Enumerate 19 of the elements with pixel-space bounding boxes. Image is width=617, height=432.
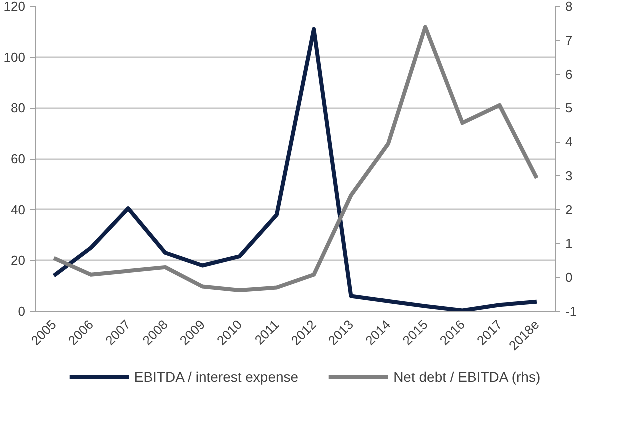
y-tick-label: 100	[4, 50, 26, 65]
y2-tick-label: -1	[566, 304, 578, 319]
y2-tick-label: 3	[566, 168, 573, 184]
y2-tick-label: 1	[566, 236, 573, 252]
y2-tick-label: 2	[566, 202, 573, 218]
y2-tick-label: 5	[566, 100, 573, 116]
y-tick-label: 120	[4, 0, 26, 14]
y2-tick-label: 8	[566, 0, 573, 14]
y-tick-label: 20	[11, 253, 26, 268]
y2-tick-label: 0	[566, 270, 573, 286]
y-tick-label: 40	[11, 202, 26, 218]
y2-tick-label: 4	[566, 134, 573, 150]
y-tick-label: 0	[18, 304, 26, 319]
y-tick-label: 60	[11, 152, 26, 166]
legend-label: Net debt / EBITDA (rhs)	[394, 369, 541, 385]
y-tick-label: 80	[11, 100, 26, 116]
y2-tick-label: 6	[566, 66, 573, 82]
y2-tick-label: 7	[566, 32, 573, 48]
legend-label: EBITDA / interest expense	[134, 369, 299, 385]
